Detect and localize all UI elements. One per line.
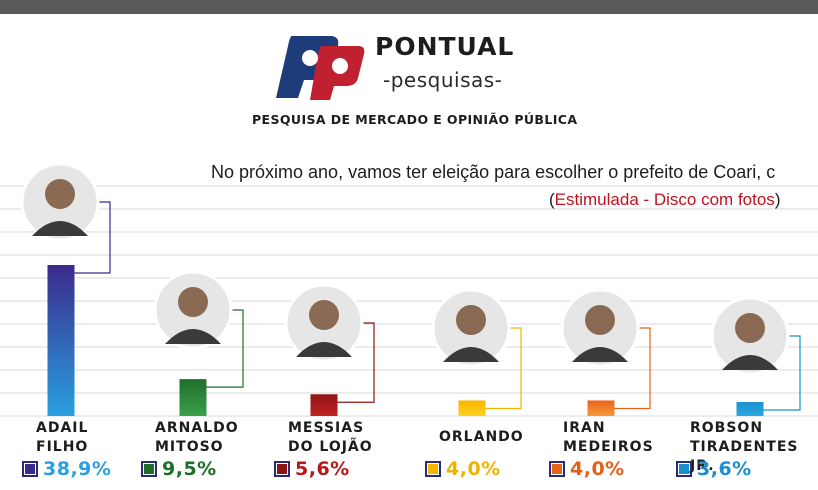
percentage-row: 38,9%: [22, 458, 111, 480]
bar-4: [458, 400, 486, 416]
question-subtitle: (Estimulada - Disco com fotos): [549, 190, 781, 209]
avatar-body: [572, 347, 628, 362]
legend-swatch: [549, 461, 565, 477]
legend-swatch: [141, 461, 157, 477]
brand-tagline: PESQUISA DE MERCADO E OPINIÃO PÚBLICA: [252, 112, 578, 127]
percentage-row: 3,6%: [676, 458, 752, 480]
connector-line: [337, 322, 375, 403]
avatar-head: [45, 179, 75, 209]
pontual-logo: [276, 36, 365, 100]
candidate-name-line: MITOSO: [155, 439, 224, 455]
candidate-name-line: FILHO: [36, 439, 89, 455]
candidate-name: ADAIL FILHO: [36, 419, 88, 457]
percentage-row: 4,0%: [425, 458, 501, 480]
percentage-row: 5,6%: [274, 458, 350, 480]
candidate-name-line: ORLANDO: [439, 429, 524, 445]
avatar-head: [585, 305, 615, 335]
legend-swatch: [425, 461, 441, 477]
legend-swatch: [22, 461, 38, 477]
legend-swatch: [274, 461, 290, 477]
avatar-body: [165, 329, 221, 344]
percentage-row: 9,5%: [141, 458, 217, 480]
data-label: 3,6%: [697, 458, 752, 480]
percentage-row: 4,0%: [549, 458, 625, 480]
connector-line: [614, 327, 651, 410]
candidate-name: IRAN MEDEIROS: [563, 419, 654, 457]
avatar-body: [296, 342, 352, 357]
brand-name: PONTUAL: [375, 32, 515, 61]
avatar-body: [443, 347, 499, 362]
connector-line: [74, 201, 111, 274]
candidate-name: ROBSON TIRADENTES JR.: [690, 419, 818, 476]
legend-swatch: [676, 461, 692, 477]
avatar-head: [178, 287, 208, 317]
connector-line: [485, 327, 522, 410]
connector-line: [206, 309, 244, 388]
bar-3: [310, 394, 338, 416]
avatar-head: [735, 313, 765, 343]
candidate-name-line: DO LOJÃO: [288, 439, 373, 455]
candidate-name: ARNALDO MITOSO: [155, 419, 239, 457]
question-text: No próximo ano, vamos ter eleição para e…: [211, 162, 776, 182]
brand-subtitle: -pesquisas-: [383, 68, 503, 92]
avatar-body: [32, 221, 88, 236]
candidate-name: ORLANDO: [439, 428, 524, 447]
avatar-head: [456, 305, 486, 335]
candidate-name-line: TIRADENTES JR.: [690, 439, 799, 474]
candidate-name-line: MEDEIROS: [563, 439, 654, 455]
candidate-name-line: MESSIAS: [288, 420, 365, 436]
avatar-body: [722, 355, 778, 370]
data-label: 9,5%: [162, 458, 217, 480]
bar-6: [736, 402, 764, 416]
bar-1: [47, 265, 75, 416]
candidate-name: MESSIAS DO LOJÃO: [288, 419, 373, 457]
candidate-name-line: ADAIL: [36, 420, 89, 436]
connector-line: [763, 335, 801, 411]
candidate-name-line: IRAN: [563, 420, 606, 436]
bar-5: [587, 400, 615, 416]
question-subtitle-type: Estimulada - Disco com fotos: [554, 190, 775, 209]
data-label: 5,6%: [295, 458, 350, 480]
candidate-name-line: ARNALDO: [155, 420, 239, 436]
data-label: 38,9%: [43, 458, 112, 480]
data-label: 4,0%: [446, 458, 501, 480]
data-label: 4,0%: [570, 458, 625, 480]
top-bar: [0, 0, 818, 14]
candidate-name-line: ROBSON: [690, 420, 764, 436]
avatar-head: [309, 300, 339, 330]
bar-2: [179, 379, 207, 416]
